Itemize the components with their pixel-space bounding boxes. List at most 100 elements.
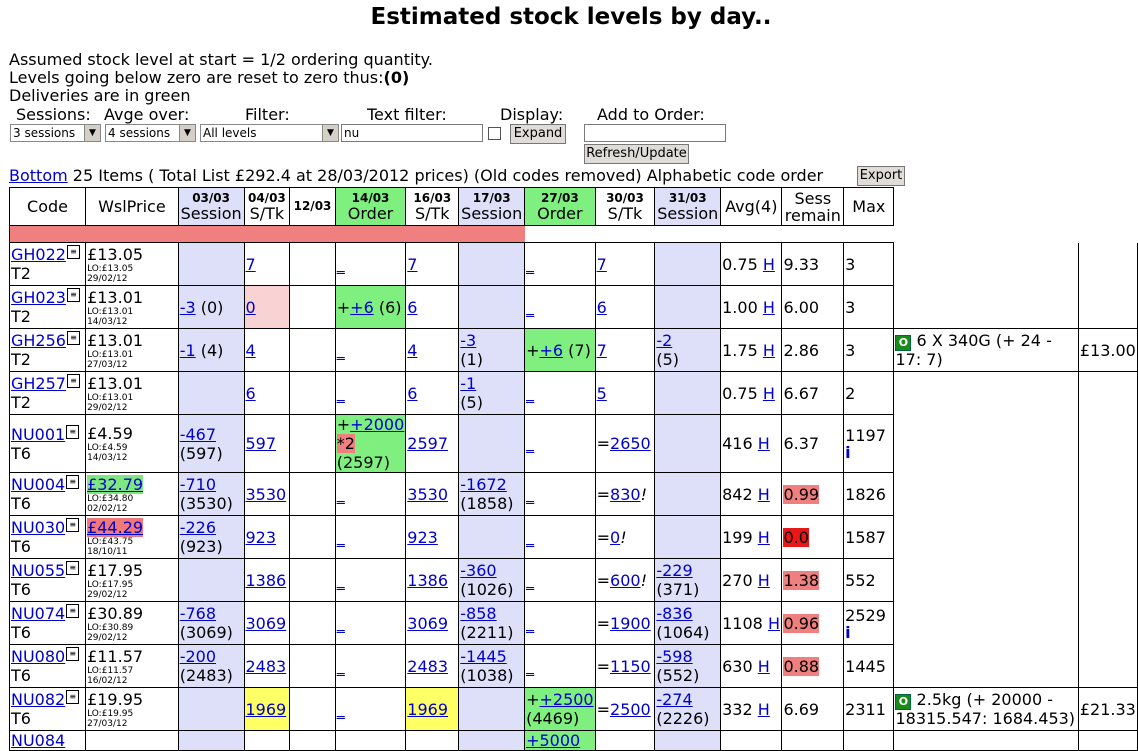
stock-change-link[interactable]: -467 bbox=[179, 424, 217, 444]
history-link[interactable]: H bbox=[762, 383, 775, 403]
order-link[interactable]: _ bbox=[526, 254, 535, 274]
clipboard-icon[interactable]: ≡ bbox=[66, 374, 80, 388]
stocktake-link[interactable]: 6 bbox=[245, 383, 256, 403]
history-link[interactable]: H bbox=[757, 570, 770, 590]
display-checkbox[interactable] bbox=[488, 127, 501, 140]
stocktake-link[interactable]: 1969 bbox=[245, 699, 287, 719]
stocktake-link[interactable]: 7 bbox=[596, 340, 607, 360]
code-link[interactable]: GH257 bbox=[11, 374, 66, 393]
stock-change-link[interactable]: -858 bbox=[460, 604, 497, 623]
clipboard-icon[interactable]: ≡ bbox=[66, 604, 80, 618]
order-link[interactable]: _ bbox=[526, 484, 535, 504]
stock-change-link[interactable]: -3 bbox=[179, 297, 196, 317]
stocktake-link[interactable]: 2483 bbox=[407, 656, 448, 676]
filter-select[interactable]: All levels ▼ bbox=[200, 124, 339, 142]
order-icon[interactable]: O bbox=[895, 334, 912, 351]
history-link[interactable]: H bbox=[762, 340, 775, 360]
stock-change-link[interactable]: -836 bbox=[656, 604, 693, 623]
clipboard-icon[interactable]: ≡ bbox=[66, 331, 80, 345]
order-link[interactable]: _ bbox=[336, 484, 345, 504]
code-link[interactable]: GH022 bbox=[11, 245, 66, 264]
export-button[interactable]: Export bbox=[857, 166, 905, 186]
stocktake-link[interactable]: 6 bbox=[596, 297, 607, 317]
stocktake-link[interactable]: 3069 bbox=[407, 613, 448, 633]
order-link[interactable]: _ bbox=[526, 570, 535, 590]
order-link[interactable]: _ bbox=[526, 297, 535, 317]
price-value[interactable]: £44.29 bbox=[87, 517, 144, 537]
clipboard-icon[interactable]: ≡ bbox=[66, 690, 80, 704]
order-link[interactable]: _ bbox=[336, 383, 345, 403]
info-icon[interactable]: i bbox=[845, 443, 851, 462]
stocktake-link[interactable]: 2500 bbox=[610, 699, 651, 719]
stocktake-link[interactable]: 923 bbox=[407, 527, 438, 547]
history-link[interactable]: H bbox=[762, 254, 775, 274]
stocktake-link[interactable]: 2650 bbox=[610, 434, 651, 453]
stocktake-link[interactable]: 1969 bbox=[407, 699, 448, 719]
stocktake-link[interactable]: 7 bbox=[245, 254, 256, 274]
history-link[interactable]: H bbox=[757, 699, 770, 719]
stock-change-link[interactable]: -3 bbox=[460, 331, 477, 350]
stock-change-link[interactable]: -1445 bbox=[460, 647, 507, 666]
stocktake-link[interactable]: 2597 bbox=[407, 434, 448, 453]
clipboard-icon[interactable]: ≡ bbox=[66, 288, 80, 302]
order-link[interactable]: _ bbox=[526, 383, 535, 403]
code-link[interactable]: GH256 bbox=[11, 331, 66, 350]
stocktake-link[interactable]: 7 bbox=[596, 254, 607, 274]
stocktake-link[interactable]: 3069 bbox=[245, 613, 287, 633]
price-value[interactable]: £32.79 bbox=[87, 474, 144, 494]
stock-change-link[interactable]: -768 bbox=[179, 604, 217, 623]
stock-change-link[interactable]: -598 bbox=[656, 647, 693, 666]
text-filter-input[interactable]: nu bbox=[341, 124, 483, 142]
stock-change-link[interactable]: -1672 bbox=[460, 475, 507, 494]
clipboard-icon[interactable]: ≡ bbox=[66, 647, 80, 661]
stocktake-link[interactable]: 3530 bbox=[407, 484, 448, 504]
add-to-order-input[interactable] bbox=[584, 124, 726, 142]
clipboard-icon[interactable]: ≡ bbox=[66, 518, 80, 532]
stock-change-link[interactable]: -226 bbox=[179, 518, 217, 537]
clipboard-icon[interactable]: ≡ bbox=[66, 475, 80, 489]
history-link[interactable]: H bbox=[757, 434, 770, 453]
history-link[interactable]: H bbox=[757, 527, 770, 547]
expand-button[interactable]: Expand bbox=[510, 124, 566, 144]
stock-change-link[interactable]: -274 bbox=[656, 690, 693, 709]
sessions-select[interactable]: 3 sessions ▼ bbox=[10, 124, 101, 142]
stocktake-link[interactable]: 1386 bbox=[245, 570, 287, 590]
code-link[interactable]: GH023 bbox=[11, 288, 66, 307]
order-link[interactable]: _ bbox=[336, 340, 345, 360]
history-link[interactable]: H bbox=[767, 613, 780, 633]
stocktake-link[interactable]: 1150 bbox=[610, 656, 651, 676]
code-link[interactable]: NU001 bbox=[11, 424, 66, 444]
stocktake-link[interactable]: 4 bbox=[407, 340, 418, 360]
avge-over-select[interactable]: 4 sessions ▼ bbox=[105, 124, 196, 142]
stocktake-link[interactable]: 830 bbox=[610, 484, 641, 504]
code-link[interactable]: NU080 bbox=[11, 647, 66, 666]
order-link[interactable]: +2500 bbox=[539, 690, 594, 709]
stock-change-link[interactable]: -710 bbox=[179, 475, 217, 494]
order-link[interactable]: +6 bbox=[539, 340, 564, 360]
order-link[interactable]: _ bbox=[336, 699, 345, 719]
history-link[interactable]: H bbox=[757, 484, 770, 504]
order-icon[interactable]: O bbox=[895, 693, 912, 710]
order-link[interactable]: _ bbox=[336, 254, 345, 274]
order-link[interactable]: +5000 bbox=[526, 731, 581, 750]
code-link[interactable]: NU074 bbox=[11, 604, 66, 623]
stocktake-link[interactable]: 6 bbox=[407, 297, 418, 317]
stocktake-link[interactable]: 597 bbox=[245, 434, 277, 453]
stocktake-link[interactable]: 600 bbox=[610, 570, 641, 590]
order-link[interactable]: _ bbox=[526, 527, 535, 547]
stocktake-link[interactable]: 7 bbox=[407, 254, 418, 274]
stocktake-link[interactable]: 0 bbox=[245, 297, 256, 317]
clipboard-icon[interactable]: ≡ bbox=[66, 561, 80, 575]
info-icon[interactable]: i bbox=[845, 622, 851, 642]
stocktake-link[interactable]: 6 bbox=[407, 383, 418, 403]
order-link[interactable]: _ bbox=[336, 570, 345, 590]
order-link[interactable]: _ bbox=[336, 613, 345, 633]
order-link[interactable]: _ bbox=[336, 656, 345, 676]
clipboard-icon[interactable]: ≡ bbox=[66, 245, 80, 259]
stocktake-link[interactable]: 1900 bbox=[610, 613, 651, 633]
stock-change-link[interactable]: -200 bbox=[179, 647, 217, 666]
stocktake-link[interactable]: 5 bbox=[596, 383, 607, 403]
history-link[interactable]: H bbox=[757, 656, 770, 676]
stocktake-link[interactable]: 3530 bbox=[245, 484, 287, 504]
code-link[interactable]: NU084 bbox=[11, 731, 66, 750]
